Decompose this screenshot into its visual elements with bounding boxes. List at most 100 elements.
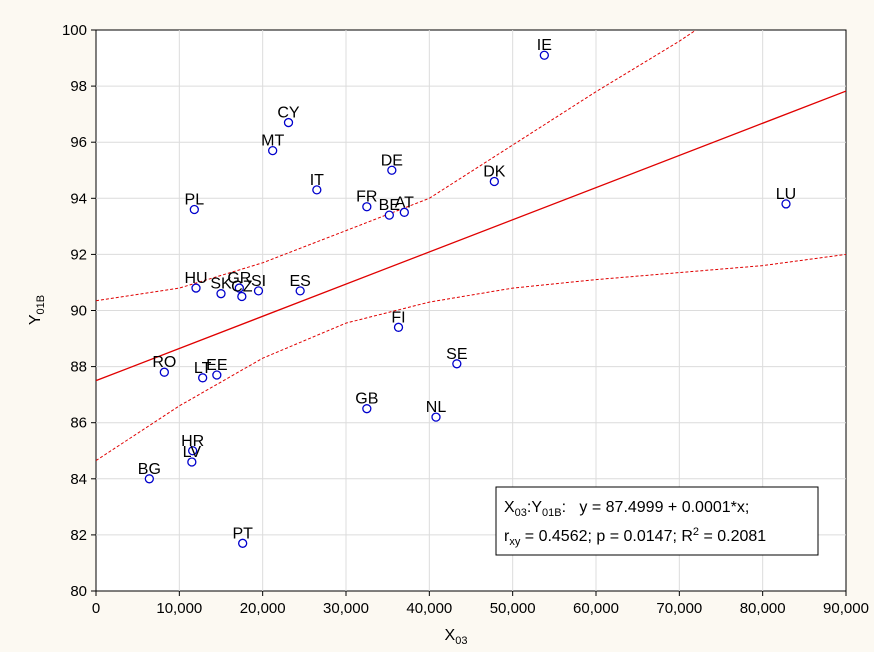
y-tick-label: 90 [70,303,87,320]
point-label-lu: LU [776,186,796,203]
point-label-hr: HR [181,433,204,450]
data-point-lt [198,373,208,383]
stats-mid-sub: 01B [542,507,562,519]
point-label-lt: LT [194,360,212,377]
data-point-ro [159,367,169,377]
confidence-band [96,30,846,462]
data-point-bg [144,474,154,484]
point-label-be: BE [379,197,400,214]
point-label-de: DE [381,152,403,169]
data-point-fi [393,322,404,332]
stats-box: X03:Y01B: y = 87.4999 + 0.0001*x; rxy = … [495,486,819,556]
point-label-es: ES [289,273,310,290]
point-label-ro: RO [152,354,176,371]
data-point-nl [431,412,441,422]
point-label-nl: NL [426,399,447,416]
y-tick-label: 86 [70,415,87,432]
data-point-es [295,286,305,296]
point-label-sk: SK [210,276,232,293]
x-axis-title: X03 [445,627,468,647]
x-tick-label: 10,000 [156,600,202,617]
data-point-fr [362,202,372,212]
data-point-pt [238,538,248,548]
ci-upper-line [96,30,697,302]
y-tick-label: 98 [70,78,87,95]
data-point-si [253,286,264,296]
point-label-mt: MT [261,133,284,150]
x-tick-label: 40,000 [406,600,452,617]
x-axis-title-sub: 03 [455,635,467,647]
data-point-gr [234,283,244,293]
point-label-cz: CZ [231,278,253,295]
point-label-pt: PT [232,525,253,542]
x-tick-label: 70,000 [656,600,702,617]
stats-values: = 0.4562; p = 0.0147; R [520,528,693,545]
point-label-hu: HU [184,270,207,287]
data-point-pl [189,204,199,215]
data-point-lu [781,199,791,209]
x-axis-title-main: X [445,627,456,644]
data-point-sk [216,289,226,299]
point-label-gr: GR [227,270,251,287]
point-label-gb: GB [355,391,378,408]
x-tick-label: 50,000 [490,600,536,617]
point-label-fr: FR [356,189,377,206]
point-label-bg: BG [138,461,161,478]
data-point-ie [539,50,549,60]
x-tick-label: 30,000 [323,600,369,617]
stats-r2-sup: 2 [693,526,699,538]
data-point-it [312,185,322,195]
point-label-pl: PL [185,192,205,209]
x-tick-label: 0 [92,600,100,617]
point-label-at: AT [395,194,414,211]
y-axis-title: Y01B [27,295,47,325]
data-point-cz [237,291,247,302]
point-label-fi: FI [391,309,405,326]
y-tick-label: 88 [70,359,87,376]
x-tick-label: 20,000 [240,600,286,617]
data-point-cy [283,117,294,128]
data-point-gb [362,404,372,414]
stats-r2-value: = 0.2081 [699,528,766,545]
data-point-hu [191,283,201,293]
stats-equation: : y = 87.4999 + 0.0001*x; [562,499,750,516]
y-axis-title-sub: 01B [35,295,47,315]
point-label-dk: DK [483,163,506,180]
regression-line-group [96,90,846,382]
data-point-se [452,359,462,369]
data-point-de [387,165,397,175]
data-point-ee [212,370,222,380]
stats-var: X [504,499,515,516]
y-tick-label: 94 [70,190,87,207]
y-axis-title-main: Y [27,314,44,325]
y-tick-label: 82 [70,527,87,544]
stats-r: r [504,528,510,545]
stats-line-1: X03:Y01B: y = 87.4999 + 0.0001*x; [504,499,749,519]
data-point-be [384,210,394,220]
stats-r-sub: xy [509,536,521,548]
point-label-cy: CY [277,105,300,122]
data-point-hr [188,446,198,456]
axis-ticks: 0 10,000 20,000 30,000 40,000 50,000 60,000 70,… [62,22,869,617]
stats-box-frame [495,486,819,556]
y-tick-label: 96 [70,134,87,151]
y-tick-label: 84 [70,471,87,488]
stats-line-2: rxy = 0.4562; p = 0.0147; R2 = 0.2081 [504,526,766,548]
y-tick-label: 80 [70,583,87,600]
data-point-lv [187,457,197,467]
y-tick-label: 100 [62,22,87,39]
point-label-ie: IE [537,37,552,54]
data-point-at [399,207,409,217]
regression-line [96,90,846,382]
point-label-it: IT [310,172,324,189]
stats-var-sub: 03 [515,507,527,519]
data-point-mt [268,145,278,156]
x-tick-label: 80,000 [740,600,786,617]
y-tick-label: 92 [70,246,87,263]
x-tick-label: 60,000 [573,600,619,617]
point-label-se: SE [446,346,467,363]
data-point-dk [489,176,499,187]
point-label-lv: LV [183,444,202,461]
